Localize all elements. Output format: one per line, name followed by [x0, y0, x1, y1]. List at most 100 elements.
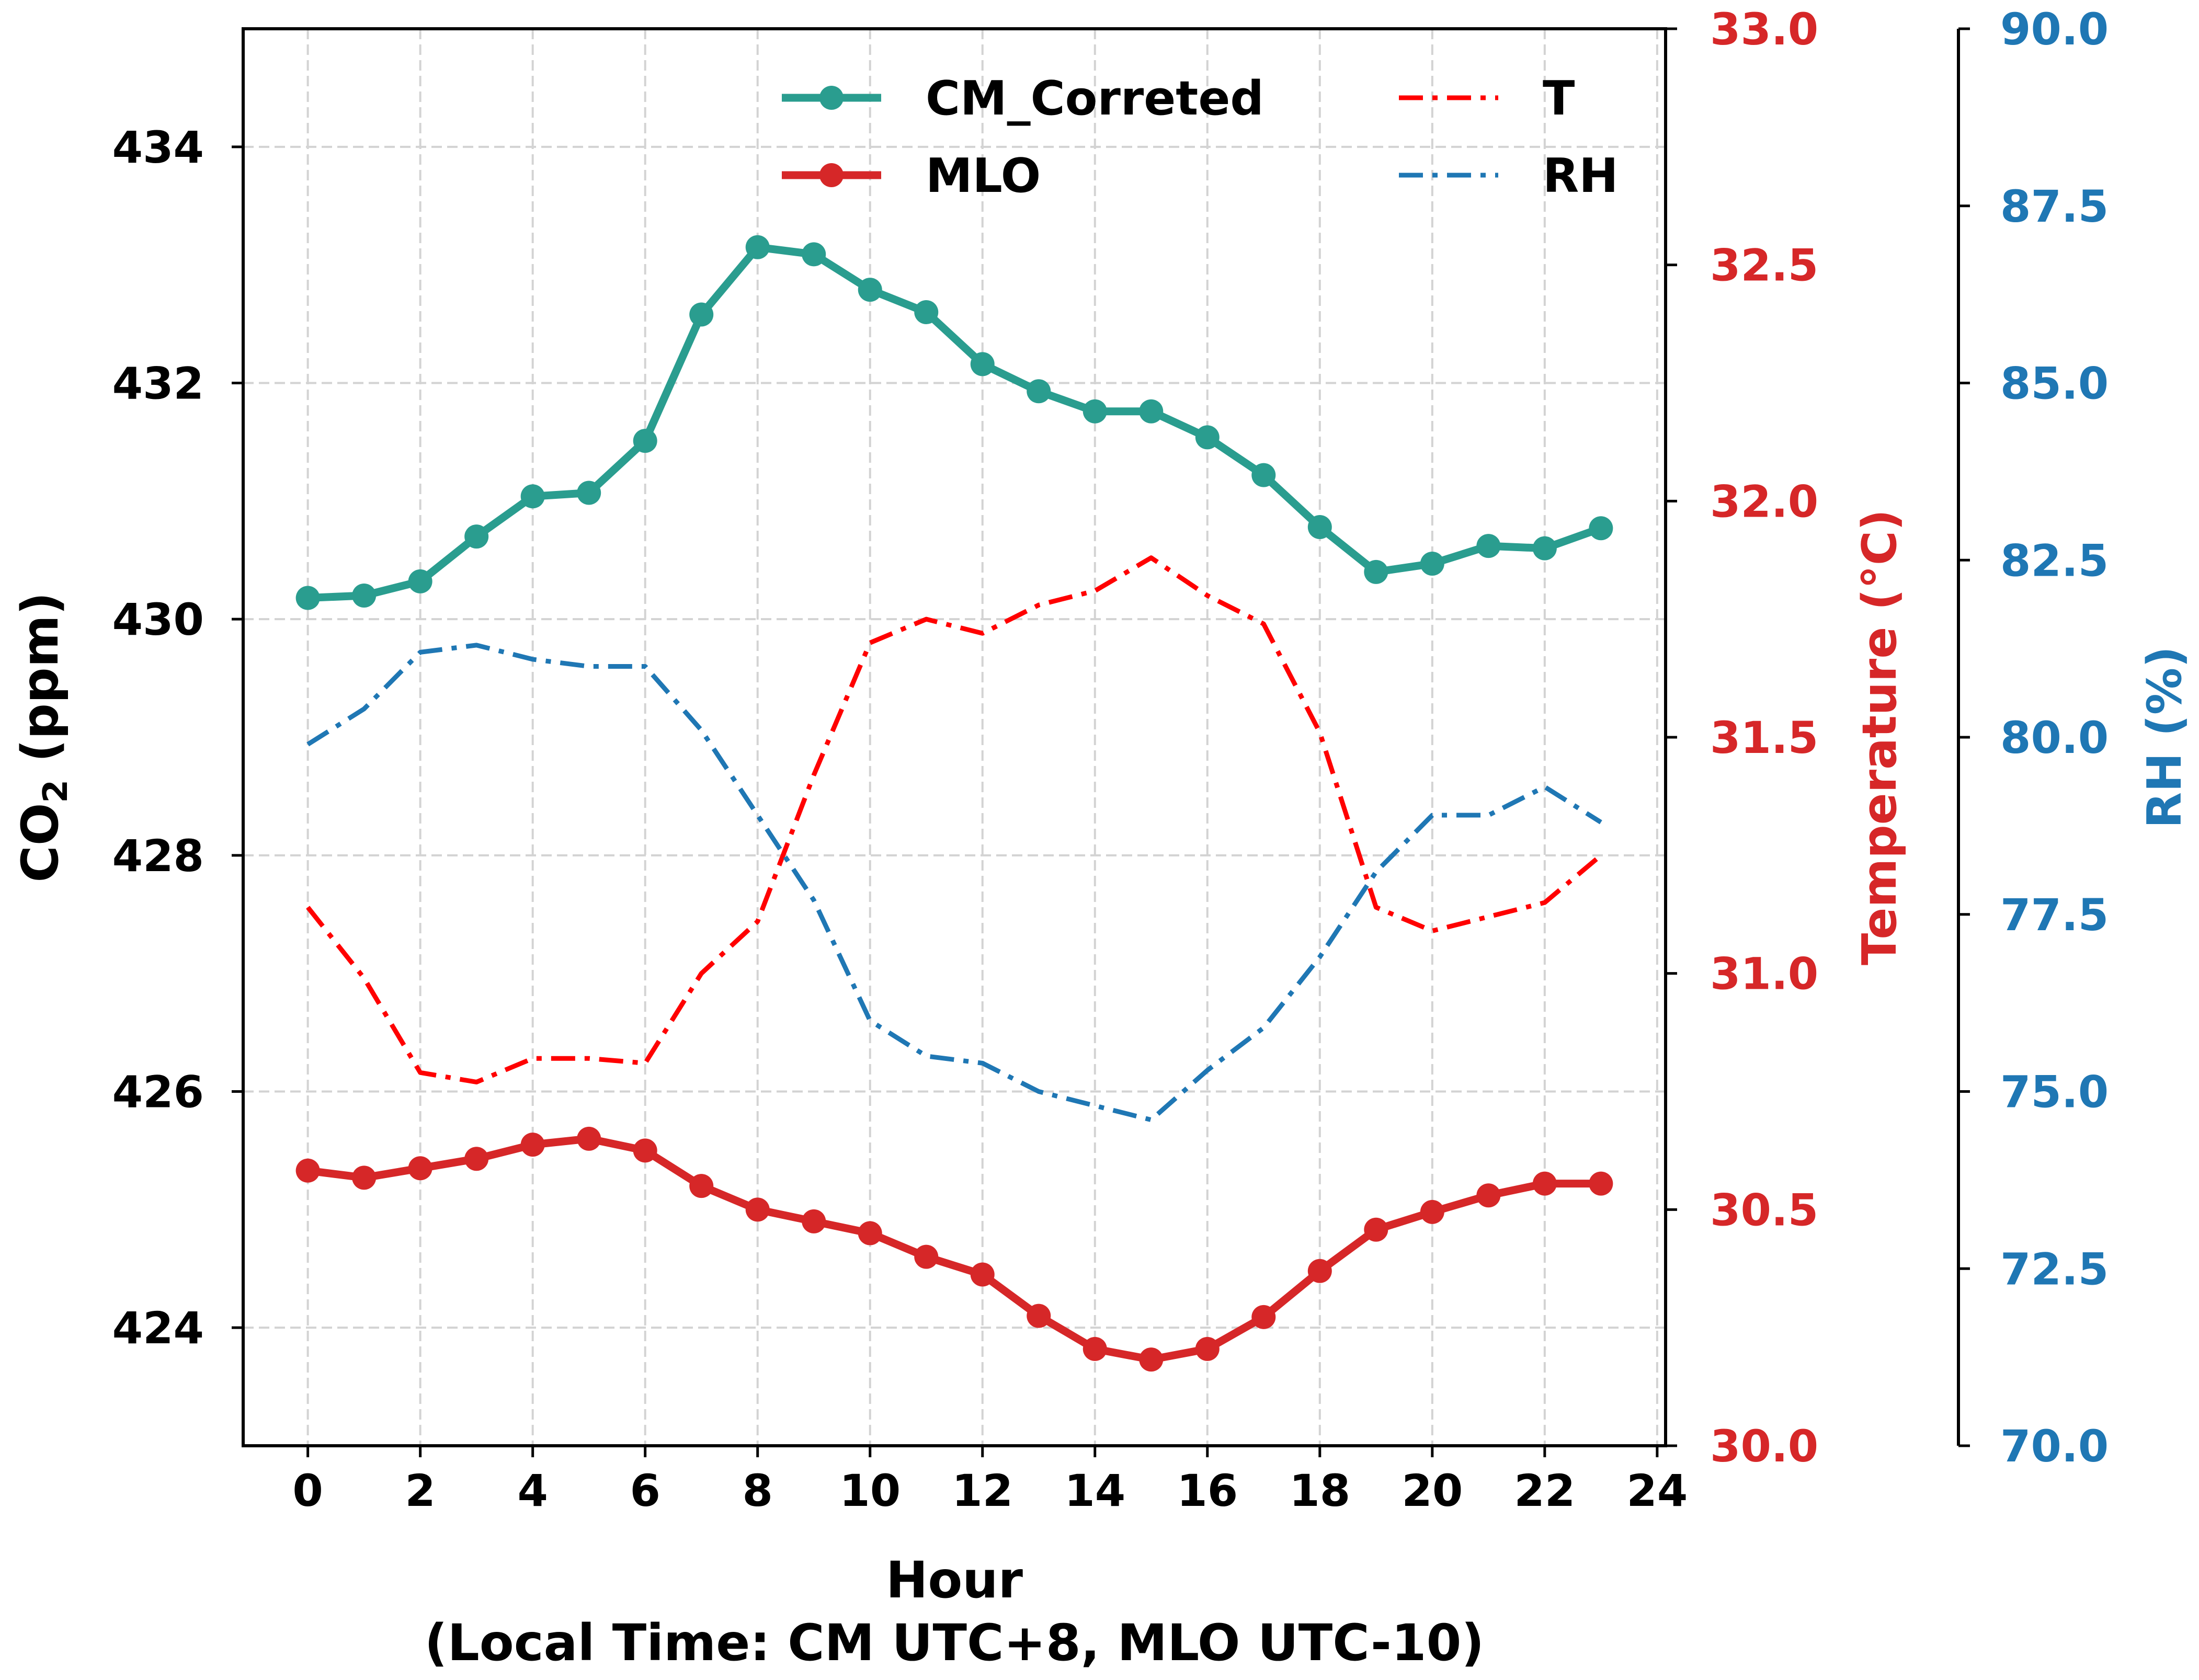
mlo-point — [1589, 1171, 1613, 1196]
cm-correted-point — [1589, 516, 1613, 541]
mlo-point — [577, 1126, 601, 1151]
rh-tick-label: 80.0 — [2000, 712, 2109, 763]
temperature-tick-label: 31.0 — [1710, 948, 1818, 1000]
cm-correted-point — [858, 278, 882, 302]
rh-axis-label: RH (%) — [2137, 646, 2192, 828]
temperature-tick-label: 32.5 — [1710, 240, 1818, 291]
cm-correted-point — [1476, 534, 1501, 558]
cm-correted-point — [1251, 463, 1276, 487]
x-tick-label: 24 — [1626, 1465, 1688, 1516]
temperature-tick-label: 30.0 — [1710, 1421, 1818, 1472]
temperature-tick-label: 31.5 — [1710, 712, 1818, 763]
cm-correted-line — [307, 243, 1602, 602]
y-left-tick-label: 434 — [112, 122, 204, 173]
cm-correted-point — [1364, 559, 1388, 584]
mlo-point — [295, 1158, 320, 1183]
x-tick-label: 18 — [1289, 1465, 1350, 1516]
cm-correted-point — [914, 300, 939, 324]
cm-correted-point — [633, 429, 657, 453]
mlo-point — [1139, 1347, 1164, 1372]
mlo-point — [1476, 1183, 1501, 1208]
x-tick-label: 14 — [1064, 1465, 1125, 1516]
cm-correted-point — [1027, 379, 1051, 404]
mlo-point — [802, 1209, 826, 1233]
y-left-tick-label: 426 — [112, 1067, 204, 1118]
mlo-point — [1307, 1259, 1332, 1283]
temperature-tick-label: 30.5 — [1710, 1184, 1818, 1236]
cm-correted-point — [1083, 399, 1107, 424]
y-left-tick-label: 428 — [112, 830, 204, 882]
y-left-tick-label: 432 — [112, 358, 204, 409]
x-tick-label: 12 — [952, 1465, 1013, 1516]
x-tick-label: 0 — [292, 1465, 323, 1516]
legend-cm-correted-label: CM_Correted — [926, 71, 1264, 126]
cm-correted-point — [520, 484, 545, 509]
mlo-point — [858, 1221, 882, 1245]
y-left-label-sub: 2 — [37, 780, 75, 803]
y-left-axis-label: CO2 (ppm) — [11, 592, 75, 882]
rh-tick-label: 85.0 — [2000, 358, 2109, 409]
cm-correted-point — [1532, 536, 1557, 561]
rh-tick-label: 70.0 — [2000, 1421, 2109, 1472]
x-tick-label: 8 — [742, 1465, 772, 1516]
mlo-point — [633, 1138, 657, 1163]
cm-correted-point — [352, 584, 377, 608]
temperature-tick-label: 33.0 — [1710, 4, 1818, 55]
x-axis-label: Hour — [886, 1551, 1023, 1609]
mlo-point — [1251, 1305, 1276, 1329]
rh-tick-label: 72.5 — [2000, 1243, 2109, 1295]
mlo-point — [745, 1197, 770, 1222]
axes-layer: 0 2 4 6 8 10 12 14 16 18 20 22 244244264284304324343… — [112, 4, 2109, 1516]
y-left-tick-label: 424 — [112, 1302, 204, 1354]
rh-tick-label: 82.5 — [2000, 535, 2109, 586]
cm-correted-point — [464, 524, 489, 549]
mlo-point — [352, 1165, 377, 1190]
x-tick-label: 6 — [630, 1465, 660, 1516]
x-tick-label: 22 — [1514, 1465, 1575, 1516]
cm-correted-point — [1307, 515, 1332, 540]
mlo-point — [689, 1174, 714, 1198]
y-left-tick-label: 430 — [112, 594, 204, 645]
plot-frame — [242, 27, 1667, 1447]
cm-correted-point — [295, 586, 320, 610]
mlo-point — [914, 1244, 939, 1269]
x-tick-label: 20 — [1402, 1465, 1463, 1516]
cm-correted-point — [1139, 399, 1164, 424]
mlo-point — [1195, 1336, 1220, 1361]
x-tick-label: 10 — [839, 1465, 901, 1516]
labels-layer: Hour (Local Time: CM UTC+8, MLO UTC-10) … — [11, 509, 2192, 1672]
mlo-point — [1083, 1336, 1107, 1361]
gridlines — [243, 29, 1666, 1446]
cm-correted-point — [970, 352, 995, 376]
cm-correted-point — [408, 569, 432, 593]
cm-correted-point — [577, 481, 601, 505]
rh-tick-label: 90.0 — [2000, 4, 2109, 55]
mlo-point — [1532, 1171, 1557, 1196]
mlo-point — [1420, 1199, 1444, 1224]
x-tick-label: 4 — [517, 1465, 548, 1516]
mlo-line — [307, 1135, 1601, 1364]
series-layer — [295, 235, 1613, 1372]
mlo-point — [408, 1156, 432, 1181]
cm-correted-point — [1420, 552, 1444, 576]
temperature-tick-label: 32.0 — [1710, 476, 1818, 527]
legend: CM_Correted MLO T RH — [782, 71, 1619, 203]
cm-correted-point — [745, 235, 770, 259]
x-axis-sublabel: (Local Time: CM UTC+8, MLO UTC-10) — [425, 1614, 1485, 1672]
legend-cm-correted-marker — [819, 86, 844, 110]
rh-tick-label: 75.0 — [2000, 1067, 2109, 1118]
rh-tick-label: 77.5 — [2000, 889, 2109, 941]
legend-rh-label: RH — [1543, 148, 1619, 203]
cm-correted-point — [689, 302, 714, 327]
mlo-point — [970, 1262, 995, 1287]
cm-correted-point — [802, 242, 826, 267]
rh-line — [306, 643, 1602, 1123]
legend-mlo-marker — [819, 163, 844, 187]
mlo-point — [520, 1133, 545, 1157]
mlo-point — [1364, 1217, 1388, 1242]
temperature-axis-label: Temperature (°C) — [1852, 509, 1907, 965]
legend-mlo-label: MLO — [926, 148, 1041, 203]
y-left-label-main: CO — [11, 803, 70, 883]
cm-correted-point — [1195, 425, 1220, 450]
